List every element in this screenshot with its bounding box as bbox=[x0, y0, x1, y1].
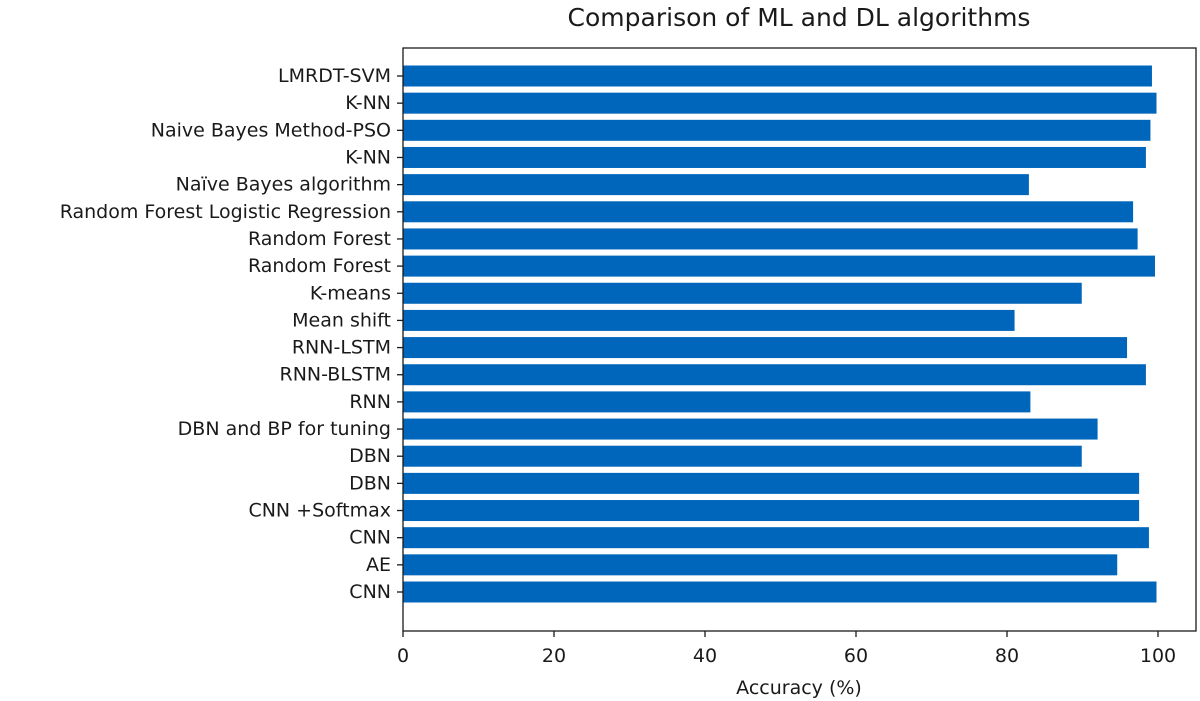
x-tick-label: 40 bbox=[693, 645, 717, 667]
chart-title: Comparison of ML and DL algorithms bbox=[568, 3, 1031, 32]
bar bbox=[403, 255, 1155, 277]
bar bbox=[403, 337, 1128, 359]
y-tick-label: Naïve Bayes algorithm bbox=[176, 174, 391, 196]
bar bbox=[403, 554, 1118, 576]
bar bbox=[403, 174, 1029, 196]
x-axis-label: Accuracy (%) bbox=[736, 677, 862, 699]
y-tick-label: K-NN bbox=[345, 146, 391, 168]
bar bbox=[403, 472, 1140, 494]
y-tick-label: DBN bbox=[349, 472, 391, 494]
y-tick-label: CNN +Softmax bbox=[248, 500, 391, 522]
bar bbox=[403, 146, 1146, 168]
y-tick-label: RNN-BLSTM bbox=[280, 364, 392, 386]
y-tick-label: K-means bbox=[310, 282, 391, 304]
bar bbox=[403, 500, 1140, 522]
x-tick-label: 0 bbox=[397, 645, 409, 667]
bar bbox=[403, 527, 1149, 549]
bar bbox=[403, 228, 1138, 250]
bar bbox=[403, 364, 1146, 386]
bar bbox=[403, 282, 1082, 304]
y-tick-label: DBN bbox=[349, 445, 391, 467]
y-tick-label: K-NN bbox=[345, 92, 391, 114]
y-tick-label: Random Forest bbox=[248, 228, 391, 250]
bar bbox=[403, 65, 1152, 87]
x-tick-label: 20 bbox=[542, 645, 566, 667]
x-tick-label: 100 bbox=[1140, 645, 1176, 667]
bar bbox=[403, 445, 1082, 467]
bar bbox=[403, 309, 1015, 331]
bar bbox=[403, 418, 1098, 440]
y-tick-label: Random Forest Logistic Regression bbox=[60, 201, 391, 223]
x-ticks: 0 20 40 60 80 100 bbox=[397, 631, 1176, 667]
y-tick-label: RNN bbox=[349, 391, 391, 413]
y-tick-label: CNN bbox=[349, 581, 391, 603]
bar bbox=[403, 391, 1031, 413]
x-tick-label: 60 bbox=[844, 645, 868, 667]
bar bbox=[403, 119, 1151, 141]
y-tick-label: Random Forest bbox=[248, 255, 391, 277]
plot-frame bbox=[402, 47, 1197, 632]
y-tick-label: RNN-LSTM bbox=[292, 337, 391, 359]
y-tick-label: DBN and BP for tuning bbox=[178, 418, 391, 440]
x-tick-label: 80 bbox=[995, 645, 1019, 667]
y-tick-label: AE bbox=[366, 554, 391, 576]
bar bbox=[403, 201, 1134, 223]
y-tick-label: Naive Bayes Method-PSO bbox=[151, 119, 391, 141]
y-tick-label: Mean shift bbox=[292, 309, 391, 331]
y-tick-labels: LMRDT-SVM K-NN Naive Bayes Method-PSO K-NN N… bbox=[60, 65, 403, 603]
bar bbox=[403, 92, 1157, 114]
y-tick-label: CNN bbox=[349, 527, 391, 549]
bars-group bbox=[403, 65, 1157, 603]
y-tick-label: LMRDT-SVM bbox=[278, 65, 391, 87]
bar bbox=[403, 581, 1157, 603]
